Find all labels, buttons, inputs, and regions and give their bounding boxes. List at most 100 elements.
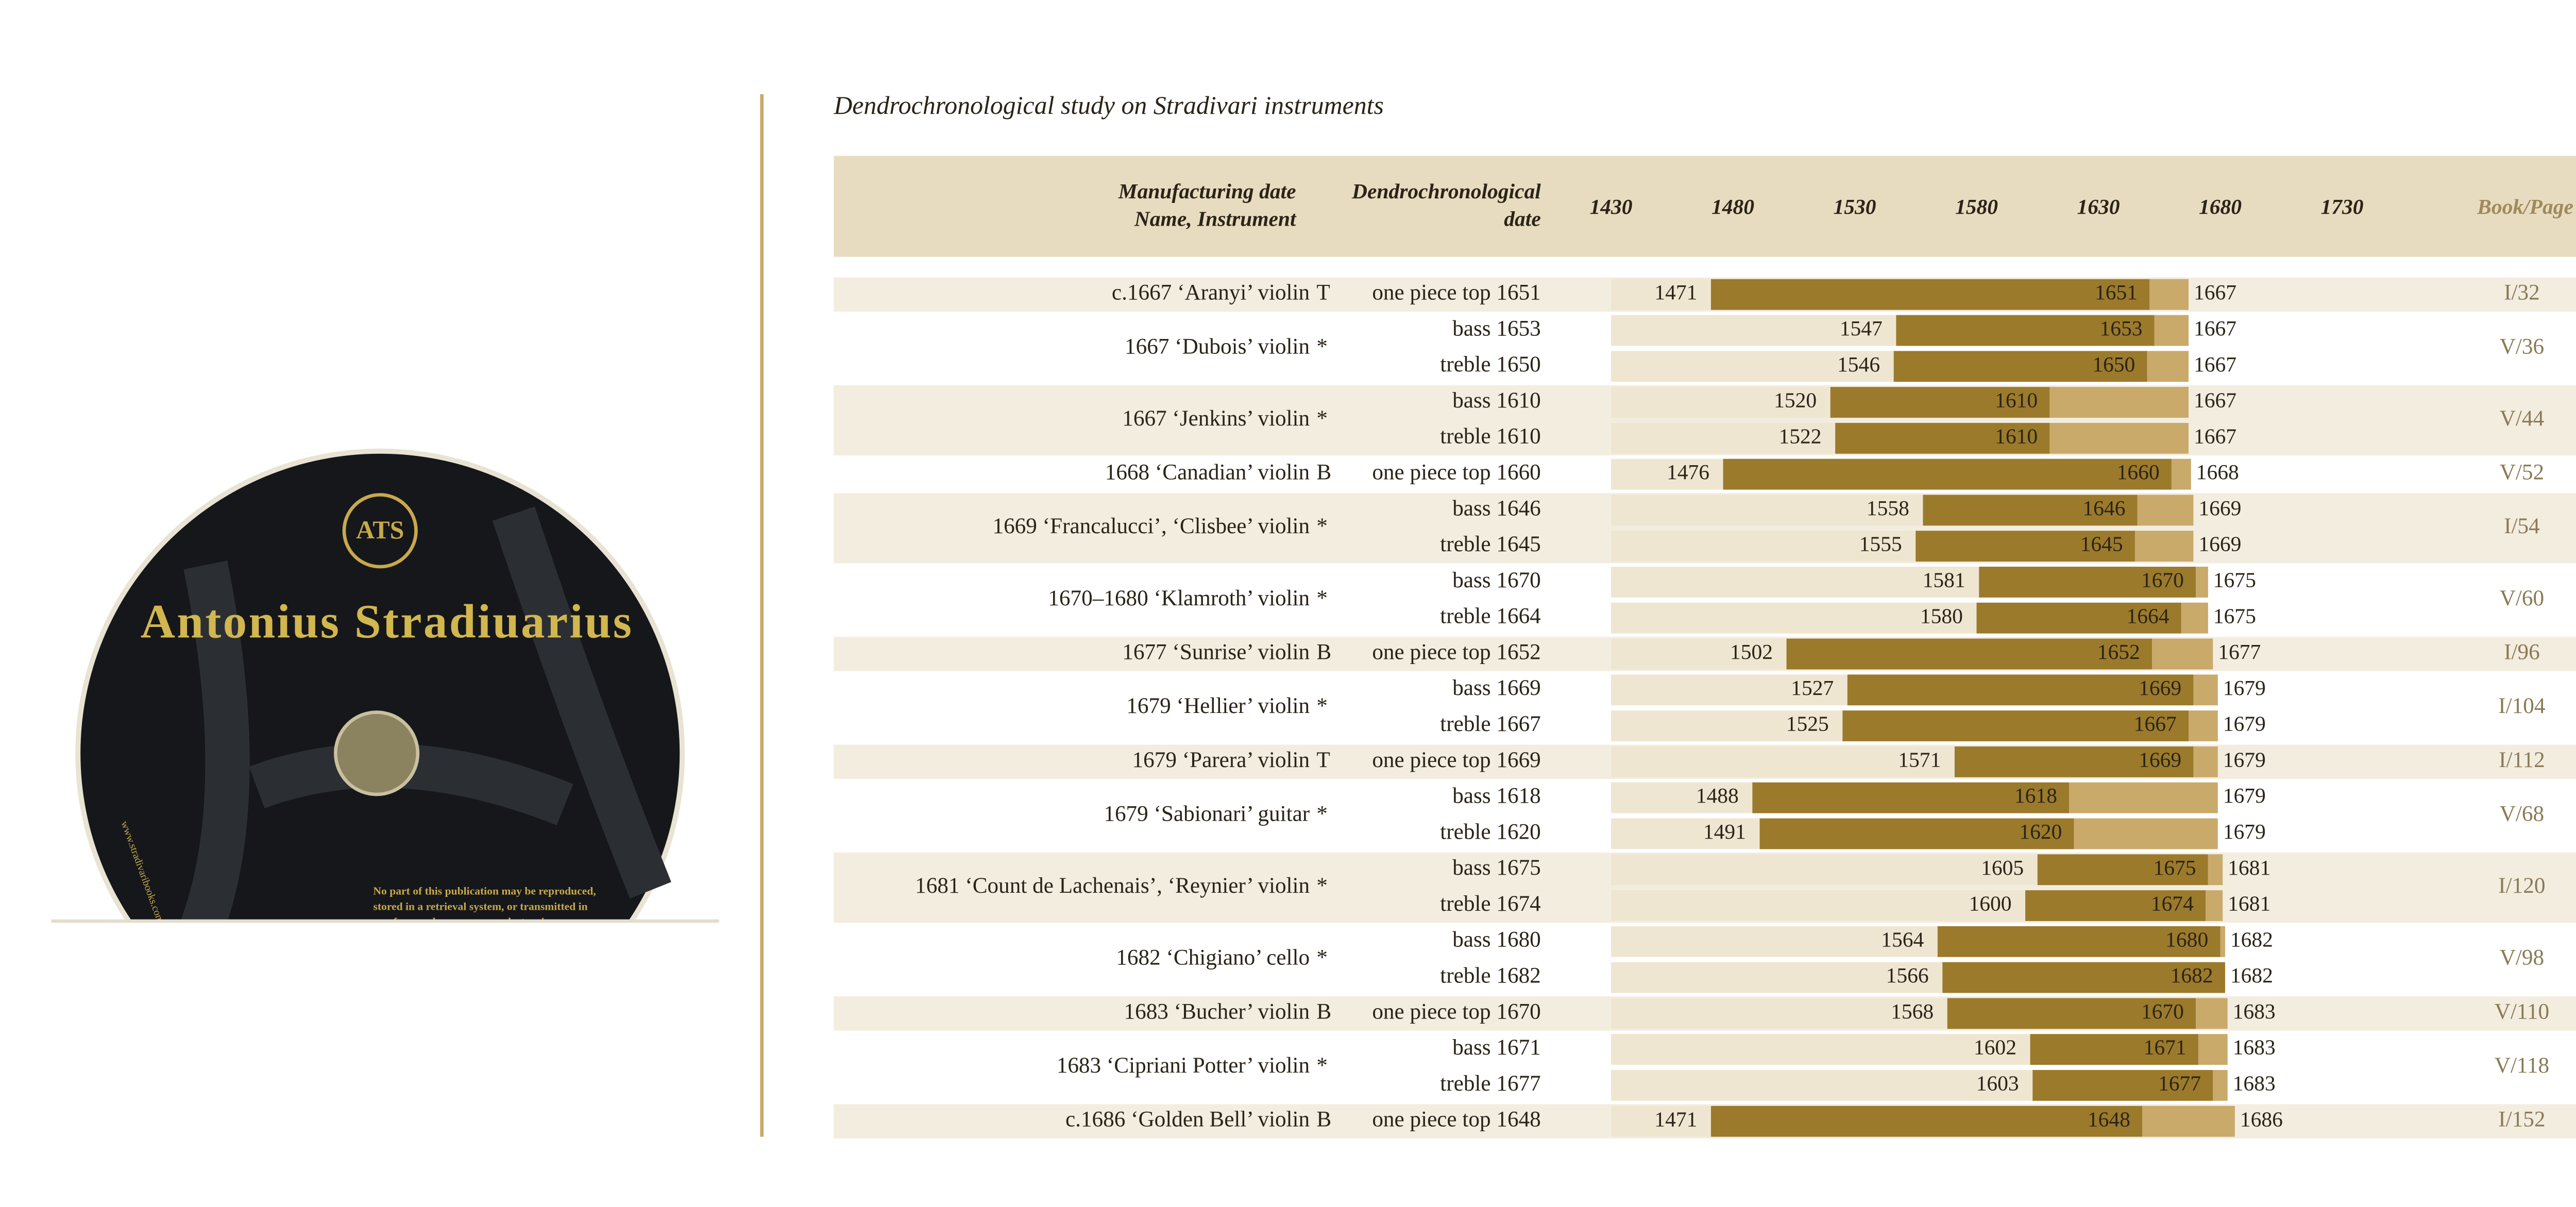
book-page: V/98: [2500, 946, 2544, 970]
bar-gap: [2220, 926, 2225, 957]
bar-gap: [2137, 495, 2194, 526]
end-label: 1683: [2233, 1035, 2276, 1059]
instrument-mark: B: [1316, 640, 1331, 664]
bar-rings: [2037, 854, 2208, 886]
book-page: V/36: [2500, 334, 2544, 359]
end-label: 1682: [2230, 963, 2273, 987]
instrument-name: c.1667 ‘Aranyi’ violin: [1112, 281, 1310, 305]
bar-rings: [2025, 890, 2206, 921]
bar-rings: [1759, 818, 2074, 849]
book-page: I/104: [2498, 694, 2545, 718]
start-label: 1520: [1774, 388, 1817, 412]
wood-label: bass 1669: [1452, 676, 1541, 700]
bar-rings: [2032, 1070, 2213, 1101]
start-label: 1471: [1654, 1107, 1697, 1131]
end-label: 1679: [2223, 820, 2266, 843]
book-page: V/118: [2495, 1053, 2549, 1078]
wood-label: treble 1667: [1440, 712, 1540, 736]
start-label: 1471: [1654, 280, 1697, 304]
dendro-label: 1645: [2080, 532, 2123, 556]
end-label: 1683: [2233, 999, 2276, 1023]
book-page: I/32: [2504, 281, 2540, 305]
instrument-name: 1679 ‘Parera’ violin: [1132, 748, 1310, 772]
start-label: 1555: [1859, 532, 1902, 556]
cd-notice: No part of this publication may be repro…: [373, 885, 596, 897]
instrument-mark: T: [1316, 281, 1330, 305]
book-page: V/60: [2500, 586, 2544, 610]
dendro-label: 1664: [2127, 604, 2170, 627]
instrument-name: 1667 ‘Dubois’ violin: [1125, 334, 1310, 359]
end-label: 1681: [2228, 892, 2270, 915]
cd: ATS Antonius Stradiuarius www.stradivari…: [75, 448, 685, 928]
bar-gap: [2074, 818, 2218, 849]
x-tick-label: 1730: [2320, 195, 2363, 218]
bar-gap: [2142, 1106, 2235, 1137]
bar-gap: [2198, 1034, 2228, 1065]
start-label: 1566: [1886, 963, 1929, 987]
header: Name, Instrument: [1134, 207, 1297, 230]
bar-rings: [1976, 602, 2181, 634]
end-label: 1679: [2223, 712, 2266, 736]
end-label: 1681: [2228, 856, 2270, 879]
bar-rings: [1954, 746, 2194, 777]
book-page: V/110: [2495, 999, 2549, 1024]
wood-label: bass 1610: [1452, 388, 1541, 413]
dendro-label: 1682: [2171, 963, 2213, 987]
bar-gap: [2206, 890, 2223, 921]
start-label: 1564: [1881, 927, 1924, 951]
book-page: I/120: [2498, 874, 2545, 898]
bar-gap: [2193, 674, 2218, 706]
dendro-label: 1677: [2158, 1071, 2201, 1095]
instrument-mark: *: [1316, 334, 1328, 359]
start-label: 1522: [1779, 424, 1822, 448]
start-label: 1527: [1791, 676, 1834, 700]
bar-gap: [2193, 746, 2218, 777]
start-label: 1571: [1898, 747, 1941, 771]
dendro-label: 1675: [2154, 856, 2196, 879]
cd-notice: any form or by any means, electronic: [373, 915, 549, 928]
start-label: 1546: [1837, 352, 1880, 376]
bar-gap: [2196, 998, 2228, 1029]
bar-gap: [2171, 458, 2191, 490]
dendro-label: 1652: [2097, 640, 2140, 664]
header: Book/Page: [2477, 195, 2573, 218]
dendro-label: 1671: [2144, 1035, 2187, 1059]
instrument-name: 1683 ‘Cipriani Potter’ violin: [1057, 1053, 1310, 1078]
start-label: 1525: [1786, 712, 1829, 736]
bar-rings: [1893, 351, 2147, 382]
bar-rings: [1752, 782, 2070, 813]
cd-logo: ATS: [356, 516, 404, 544]
end-label: 1682: [2230, 927, 2273, 951]
x-tick-label: 1430: [1589, 195, 1632, 218]
instrument-mark: *: [1316, 514, 1328, 538]
instrument-name: 1679 ‘Sabionari’ guitar: [1104, 802, 1310, 826]
x-tick-label: 1480: [1711, 195, 1754, 218]
instrument-mark: B: [1316, 1108, 1331, 1132]
end-label: 1669: [2198, 496, 2241, 520]
title: Dendrochronological study on Stradivari …: [833, 91, 1384, 120]
start-label: 1488: [1696, 784, 1739, 807]
book-page: V/52: [2500, 461, 2544, 485]
dendro-label: 1669: [2139, 676, 2181, 700]
wood-label: bass 1671: [1452, 1035, 1541, 1060]
end-label: 1679: [2223, 676, 2266, 700]
header: date: [1504, 207, 1540, 230]
end-label: 1667: [2194, 424, 2236, 448]
start-label: 1476: [1667, 460, 1709, 484]
x-tick-label: 1530: [1833, 195, 1876, 218]
bar-gap: [2147, 351, 2189, 382]
cd-logo-ring: [342, 493, 418, 569]
end-label: 1679: [2223, 747, 2266, 771]
end-label: 1669: [2198, 532, 2241, 556]
bar-gap: [2049, 422, 2189, 454]
book-page: V/44: [2500, 406, 2544, 431]
instrument-mark: *: [1316, 586, 1328, 610]
dendro-label: 1620: [2019, 820, 2062, 843]
end-label: 1677: [2218, 640, 2261, 664]
bar-rings: [1835, 422, 2050, 454]
wood-label: bass 1680: [1452, 928, 1541, 952]
instrument-mark: B: [1316, 461, 1331, 485]
wood-label: bass 1646: [1452, 496, 1541, 520]
end-label: 1667: [2194, 388, 2236, 412]
end-label: 1683: [2233, 1071, 2276, 1095]
